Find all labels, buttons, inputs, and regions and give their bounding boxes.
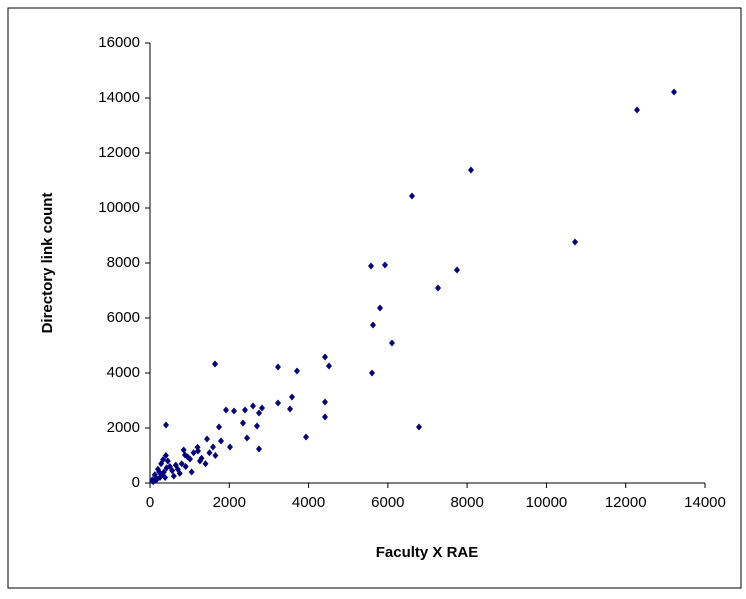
- x-axis-title: Faculty X RAE: [376, 544, 479, 561]
- y-tick-label: 10000: [98, 199, 140, 216]
- point: [206, 449, 213, 457]
- y-tick-label: 14000: [98, 89, 140, 106]
- point: [218, 437, 225, 445]
- point: [369, 369, 375, 377]
- x-tick-label: 2000: [213, 494, 246, 511]
- point: [302, 433, 309, 441]
- point: [198, 454, 205, 462]
- point: [212, 360, 219, 368]
- point: [572, 238, 579, 246]
- point: [321, 413, 328, 421]
- x-tick-label: 4000: [292, 494, 325, 511]
- point: [160, 456, 167, 464]
- point: [435, 284, 442, 292]
- point: [190, 449, 197, 457]
- point: [156, 468, 163, 476]
- point: [256, 445, 263, 453]
- point: [253, 422, 260, 430]
- point: [184, 453, 191, 461]
- point: [182, 463, 189, 470]
- point: [293, 367, 300, 375]
- point: [172, 461, 179, 469]
- point: [151, 471, 158, 479]
- point: [388, 339, 395, 347]
- point: [226, 443, 233, 451]
- point: [178, 460, 185, 468]
- point: [408, 192, 415, 200]
- x-tick-label: 10000: [526, 494, 568, 511]
- point: [467, 166, 474, 174]
- y-axis-title: Directory link count: [39, 193, 56, 334]
- point: [258, 404, 265, 412]
- point: [222, 406, 229, 414]
- point: [163, 421, 170, 429]
- y-tick-label: 16000: [98, 34, 140, 51]
- point: [164, 457, 171, 465]
- point: [453, 266, 460, 274]
- point: [204, 435, 211, 443]
- x-tick-label: 0: [146, 494, 154, 511]
- x-tick-label: 14000: [684, 494, 726, 511]
- point: [149, 476, 156, 484]
- point: [162, 474, 169, 481]
- y-tick-label: 8000: [107, 254, 140, 271]
- point: [275, 363, 282, 371]
- y-tick-label: 12000: [98, 144, 140, 161]
- point: [231, 407, 238, 415]
- point: [194, 443, 201, 451]
- point: [249, 402, 256, 410]
- point: [176, 469, 183, 477]
- x-tick-label: 12000: [605, 494, 647, 511]
- point: [202, 460, 209, 468]
- point: [382, 261, 389, 269]
- x-tick-label: 6000: [371, 494, 404, 511]
- point: [180, 446, 187, 454]
- point: [634, 106, 641, 114]
- point: [368, 262, 375, 270]
- point: [209, 443, 216, 451]
- point: [216, 423, 223, 431]
- point: [369, 321, 376, 329]
- point: [256, 409, 263, 417]
- y-tick-label: 4000: [107, 364, 140, 381]
- point: [212, 452, 219, 459]
- point: [241, 406, 248, 414]
- point: [163, 464, 170, 472]
- point: [321, 353, 328, 361]
- point: [162, 452, 169, 459]
- point: [289, 393, 296, 401]
- chart-frame: [7, 7, 742, 589]
- y-tick-label: 0: [132, 474, 140, 491]
- point: [240, 419, 247, 427]
- y-tick-label: 2000: [107, 419, 140, 436]
- point: [416, 423, 423, 431]
- y-tick-label: 6000: [107, 309, 140, 326]
- x-tick-label: 8000: [450, 494, 483, 511]
- point: [287, 405, 294, 413]
- point: [321, 398, 328, 406]
- point: [244, 434, 251, 442]
- point: [670, 88, 677, 96]
- point: [170, 472, 177, 480]
- point: [275, 399, 282, 407]
- point: [377, 304, 384, 312]
- point: [325, 362, 332, 370]
- point: [188, 468, 195, 476]
